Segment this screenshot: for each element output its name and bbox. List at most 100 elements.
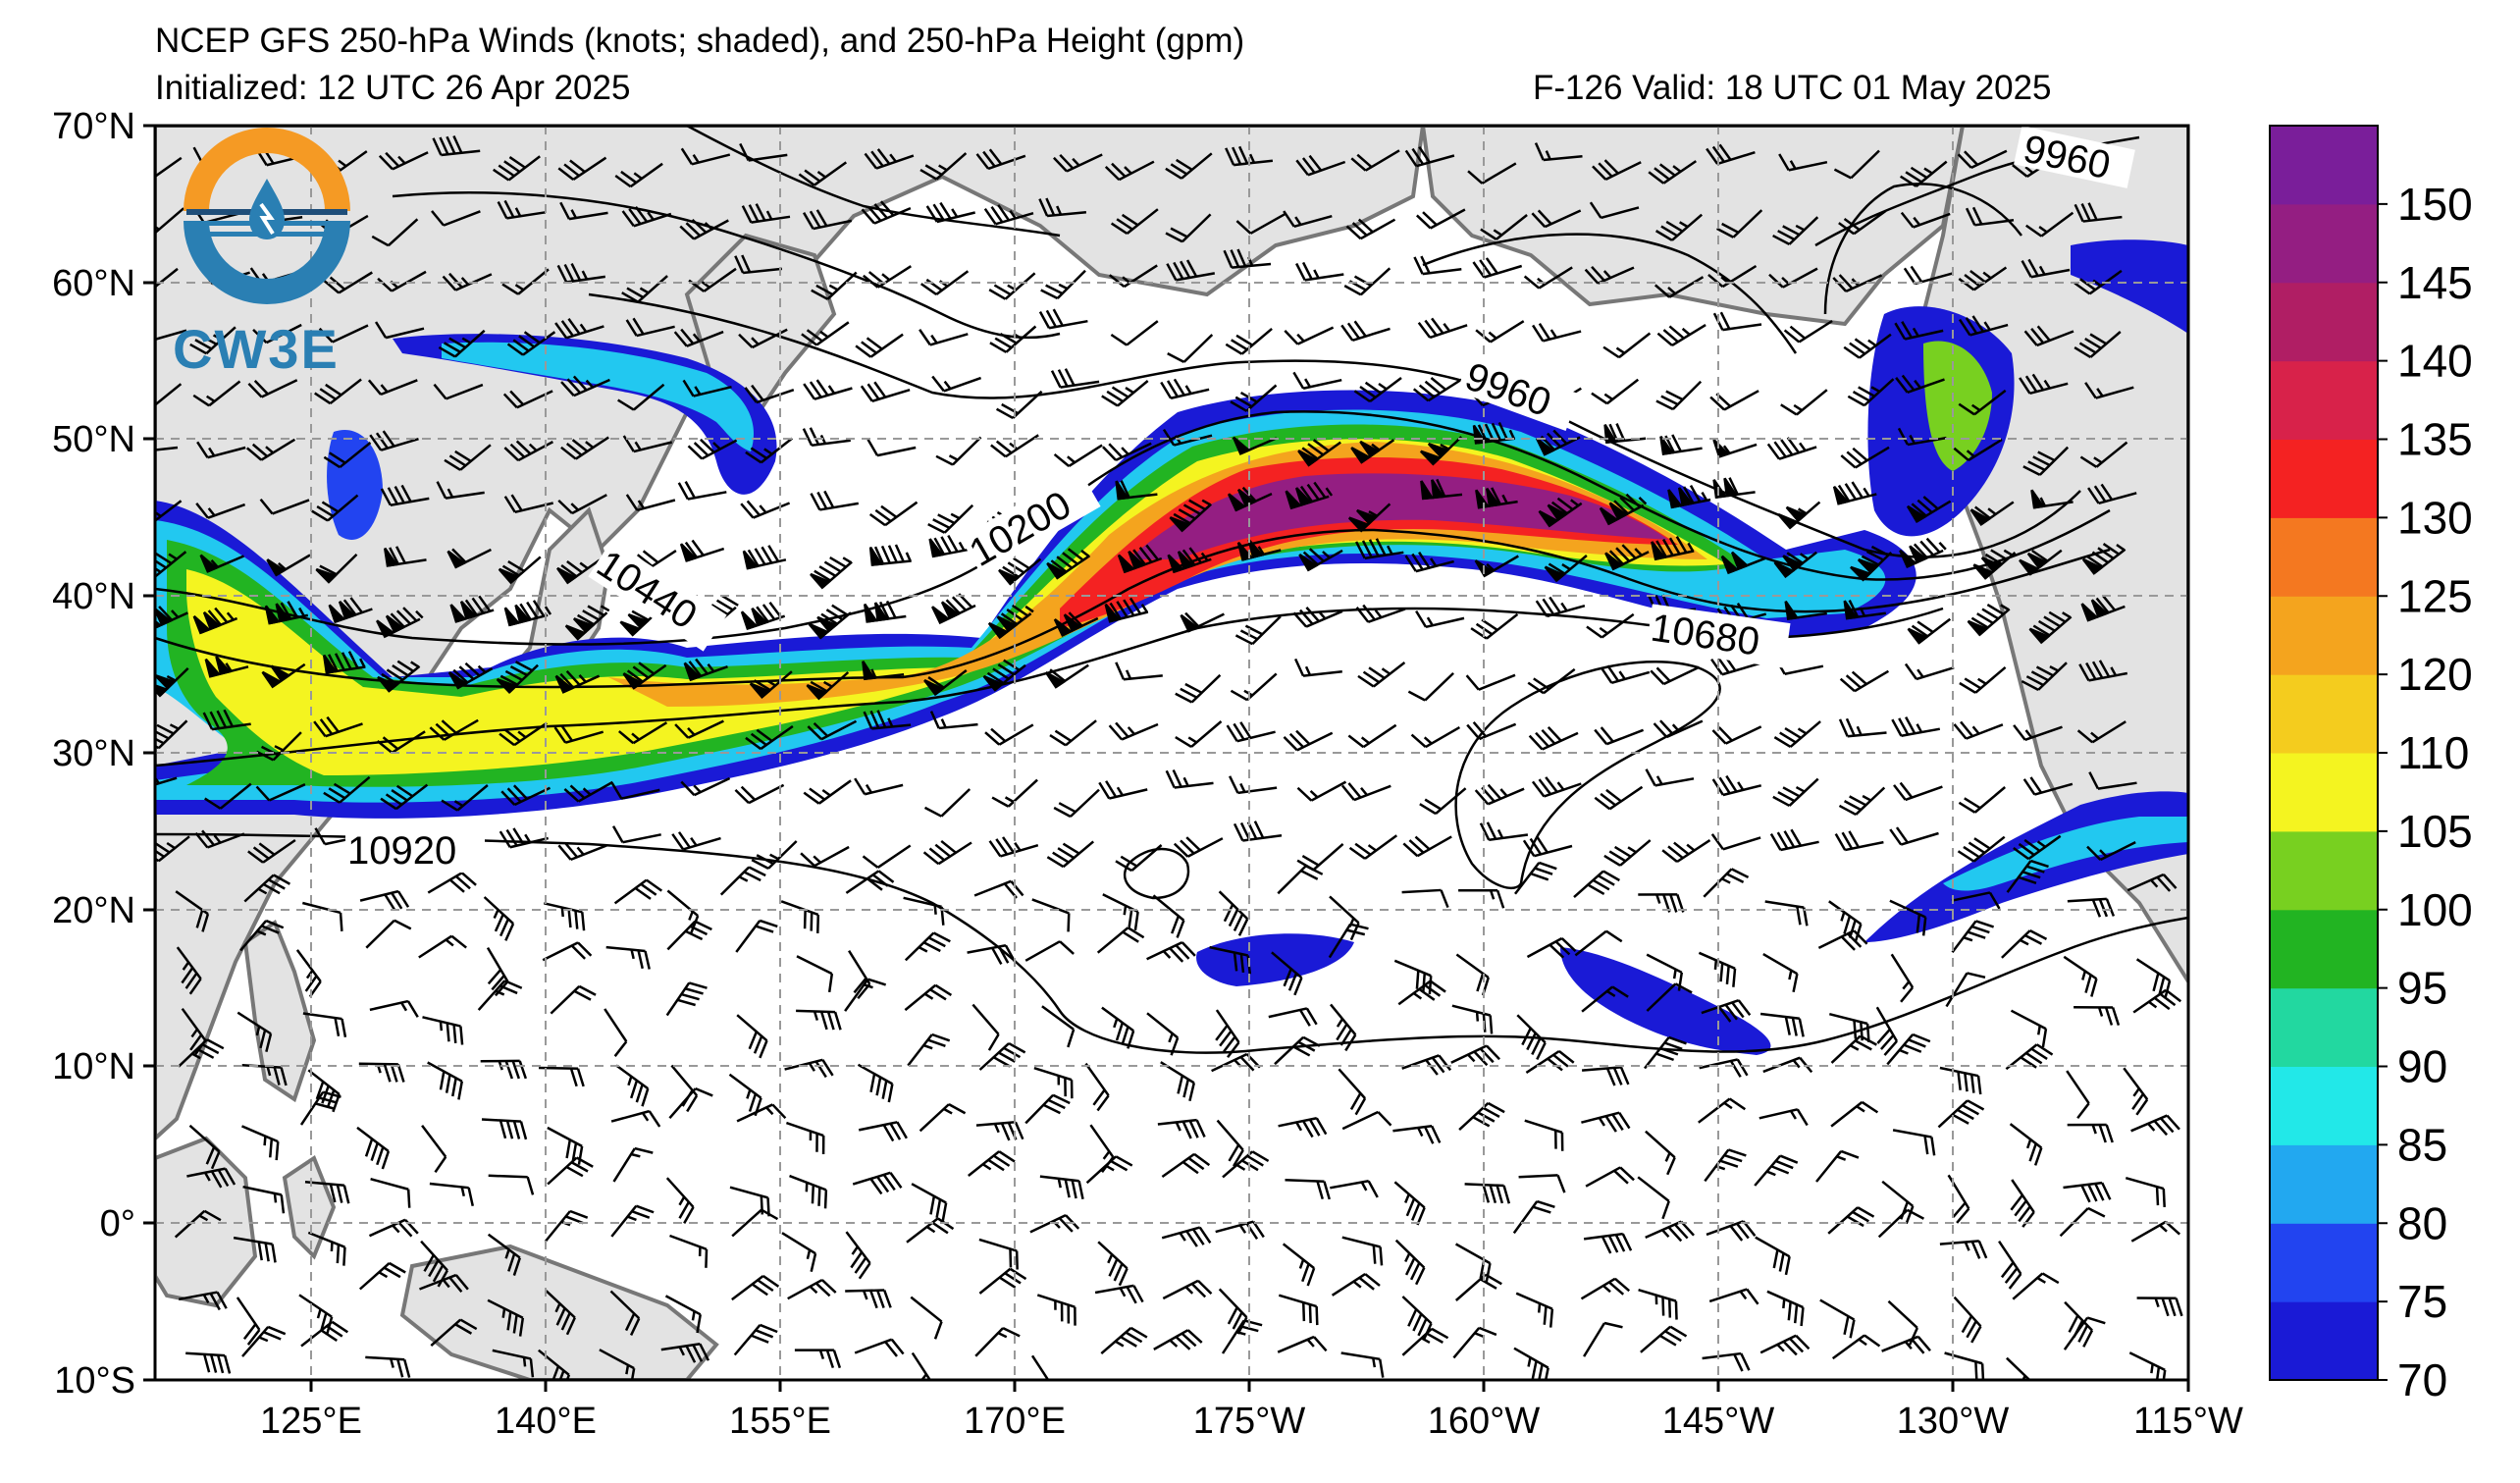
x-label-170E: 170°E [964,1401,1066,1442]
wind-barb [2006,859,2049,893]
wind-barb [1656,324,1706,347]
wind-barb [1525,1049,1575,1074]
wind-barb [1040,269,1086,300]
wind-barb [798,161,848,186]
wind-barb [1967,603,2011,637]
wind-barb [1046,840,1095,869]
wind-barb [1580,1277,1631,1300]
y-label-70N: 70°N [52,106,135,147]
wind-barb [796,955,834,993]
wind-barb [666,920,712,951]
wind-barb [1524,1119,1564,1151]
wind-barb [971,1003,1000,1051]
wind-barb [1472,257,1523,279]
wind-barb [503,494,553,514]
colorbar-label: 85 [2397,1119,2447,1170]
wind-barb [1646,953,1684,991]
wind-barb [682,379,732,397]
wind-barb [1516,1014,1547,1060]
wind-barb [1165,213,1212,243]
x-label-115W: 115°W [2133,1401,2243,1442]
wind-barb [1412,377,1462,402]
wind-barb [1701,998,1752,1023]
wind-barb [984,723,1034,746]
x-label-130W: 130°W [1897,1401,2010,1442]
colorbar: 70 75 80 85 90 95 100 105 110 120 125 130 135 140 145 1… [2269,125,2473,1405]
wind-barb [196,441,246,459]
wind-barb [2128,1351,2167,1380]
wind-barb [236,1011,273,1052]
wind-barb [236,1297,261,1346]
wind-barb [1591,378,1640,405]
wind-barb [1581,1111,1631,1133]
wind-barb [1514,861,1557,895]
map-title: NCEP GFS 250-hPa Winds (knots; shaded), … [155,22,1245,60]
wind-barb [502,390,553,409]
wind-barb [731,1208,779,1238]
wind-barb [679,218,729,240]
contour-closed-small [1123,847,1190,900]
wind-barb [1957,835,2006,863]
wind-barb [1096,927,1145,954]
wind-barb [1232,436,1278,455]
wind-barb [1759,1108,1809,1127]
wind-barb [1292,371,1342,390]
wind-barb [487,1233,522,1276]
wind-barb [1180,611,1225,633]
wind-barb [1759,1012,1805,1037]
wind-barb [1110,208,1159,236]
wind-barb [371,218,419,247]
x-label-160W: 160°W [1428,1401,1541,1442]
wind-barb [787,1278,837,1300]
wind-barb [868,544,912,566]
wind-barb [557,156,607,181]
wind-barb [862,661,905,681]
wind-barb [378,151,429,171]
wind-barb [808,604,852,640]
axis-ticks [143,124,2190,1392]
valid-time: F-126 Valid: 18 UTC 01 May 2025 [1533,69,2052,107]
wind-barb [1768,267,1818,289]
wind-barb [1766,437,1817,460]
wind-barb [975,148,1026,171]
wind-barb [868,501,919,527]
wind-barb [666,889,700,934]
contour-north-1 [392,191,1061,340]
colorbar-swatch [2270,596,2378,675]
wind-barb [991,778,1038,808]
wind-barb [241,1063,288,1086]
wind-barb [904,931,951,962]
contour-north-3 [1422,233,1798,354]
wind-barb [1904,662,1955,681]
wind-barb [1953,438,2003,461]
wind-barb [1393,959,1433,995]
wind-barb [1115,662,1163,681]
wind-barb [1711,774,1762,797]
wind-barb [545,1290,576,1336]
wind-barb [492,1349,535,1378]
wind-barb [199,554,244,573]
wind-barb [1413,255,1462,276]
wind-barb [1998,1241,2022,1290]
wind-barb [858,1121,908,1142]
wind-barb [744,384,795,404]
wind-barb [1354,538,1404,560]
cw3e-logo: CW3E [173,128,350,380]
wind-barb [370,1177,411,1208]
wind-barb [1515,1292,1554,1328]
wind-barb [1475,487,1518,509]
wind-barb [178,1291,228,1311]
wind-barb [2009,1123,2043,1166]
wind-barb [1350,149,1400,172]
colorbar-label: 105 [2397,806,2473,857]
wind-barb [622,435,672,453]
wind-barb [1036,1294,1076,1326]
colorbar-label: 100 [2397,884,2473,935]
wind-barb [1110,320,1159,346]
wind-barb [978,1041,1026,1071]
wind-barb [1100,1326,1148,1355]
wind-barb [863,265,912,289]
wind-barb [866,439,917,457]
wind-barb [1167,547,1212,574]
wind-barb [322,651,366,674]
